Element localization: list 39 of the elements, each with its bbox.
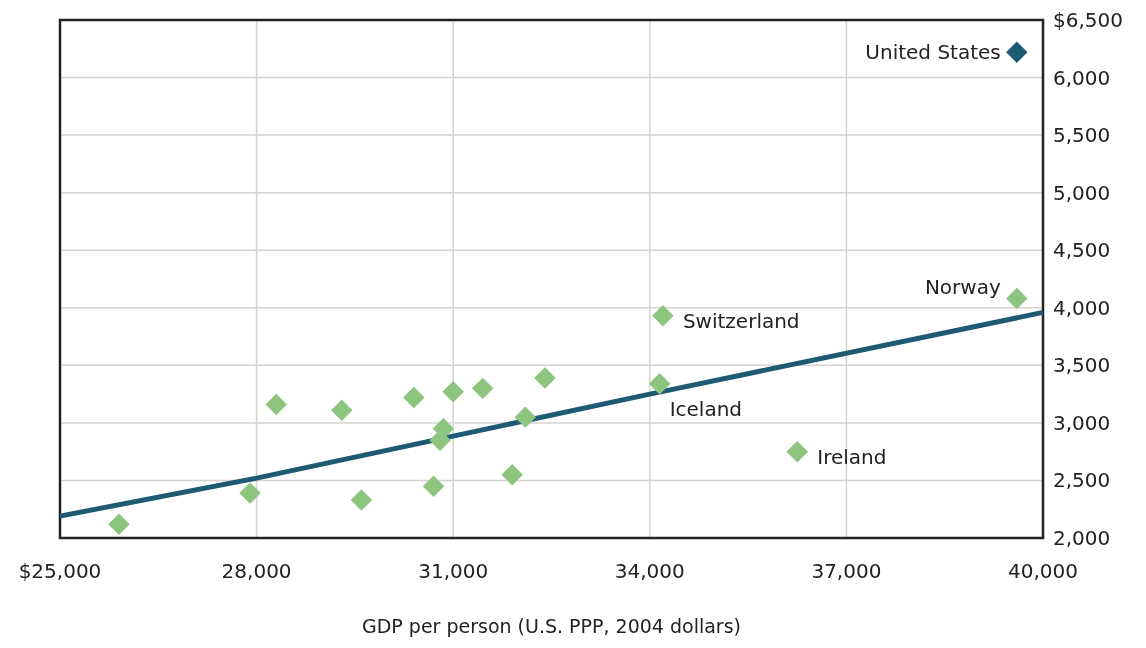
point: [108, 513, 130, 535]
annotation: Switzerland: [682, 308, 800, 333]
point: [534, 367, 556, 389]
y-tick-label: 6,000: [1053, 65, 1111, 90]
point: [331, 399, 353, 421]
annotation: Iceland: [669, 396, 743, 421]
x-tick-label: 40,000: [1008, 559, 1078, 583]
y-tick-label: $6,500: [1053, 8, 1123, 32]
annotation: Norway: [924, 274, 1001, 299]
x-tick-label: 31,000: [418, 559, 489, 583]
point: [514, 406, 537, 428]
y-tick-label: 4,500: [1053, 238, 1111, 263]
point: [652, 305, 674, 327]
annotation: United States: [865, 40, 1001, 65]
x-tick-label: 37,000: [811, 559, 882, 583]
y-tick-label: 2,500: [1053, 468, 1111, 493]
point: [648, 373, 671, 395]
annotation: Ireland: [817, 444, 887, 469]
y-tick-label: 4,000: [1053, 295, 1111, 320]
point: [239, 482, 261, 504]
point: [786, 440, 808, 463]
x-tick-label: 34,000: [614, 559, 685, 583]
x-tick-label: $25,000: [18, 559, 102, 583]
point: [471, 377, 494, 400]
point: [1006, 41, 1028, 63]
y-tick-label: 5,000: [1053, 180, 1111, 205]
point: [1006, 287, 1028, 310]
y-tick-label: 3,500: [1053, 353, 1111, 378]
point: [422, 475, 445, 497]
point: [350, 489, 373, 511]
point: [442, 381, 464, 403]
point: [403, 386, 425, 409]
point: [265, 393, 287, 416]
x-tick-label: 28,000: [221, 559, 292, 583]
y-tick-label: 2,000: [1053, 526, 1111, 550]
y-tick-label: 5,500: [1053, 123, 1111, 148]
x-axis-title: GDP per person (U.S. PPP, 2004 dollars): [362, 615, 741, 637]
point: [501, 463, 523, 486]
y-tick-label: 3,000: [1053, 410, 1111, 435]
